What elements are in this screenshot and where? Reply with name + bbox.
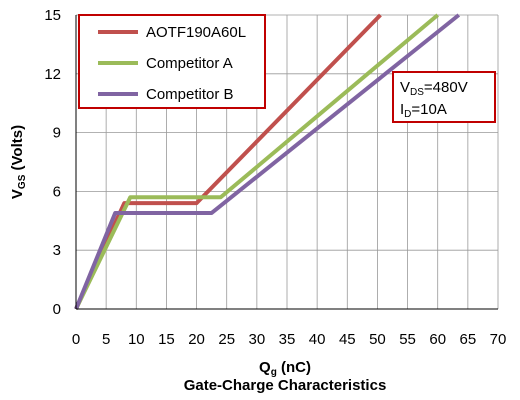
legend: AOTF190A60L Competitor A Competitor B <box>78 14 266 109</box>
condition-id: ID=10A <box>400 101 447 120</box>
y-tick-label: 3 <box>53 242 61 259</box>
x-tick-label: 35 <box>279 331 296 348</box>
conditions-box: VDS=480V ID=10A <box>392 71 496 123</box>
y-tick-label: 0 <box>53 301 61 318</box>
series-line-competitor-a <box>74 13 440 310</box>
y-tick-label: 9 <box>53 125 61 142</box>
axes <box>75 15 498 310</box>
x-tick-label: 30 <box>249 331 266 348</box>
x-tick-label: 55 <box>399 331 416 348</box>
x-tick-label: 25 <box>218 331 235 348</box>
x-tick-label: 50 <box>369 331 386 348</box>
y-axis-title: VGS (Volts) <box>9 125 28 199</box>
x-tick-label: 0 <box>72 331 80 348</box>
x-tick-label: 60 <box>429 331 446 348</box>
x-tick-label: 5 <box>102 331 110 348</box>
legend-label-competitor-b: Competitor B <box>146 86 234 103</box>
y-tick-labels: 0 3 6 9 12 15 <box>44 7 61 318</box>
x-tick-labels: 0 5 10 15 20 25 30 35 40 45 50 55 60 65 70 <box>72 331 507 348</box>
legend-label-aotf190a60l: AOTF190A60L <box>146 24 246 41</box>
legend-label-competitor-a: Competitor A <box>146 55 233 72</box>
series-line-competitor-b <box>74 13 461 310</box>
x-tick-label: 45 <box>339 331 356 348</box>
y-tick-label: 15 <box>44 7 61 24</box>
chart-title: Gate-Charge Characteristics <box>184 377 387 394</box>
x-axis-title: Qg (nC) <box>259 359 311 378</box>
x-tick-label: 10 <box>128 331 145 348</box>
series-lines <box>74 13 461 310</box>
x-tick-label: 65 <box>460 331 477 348</box>
conditions-border <box>392 71 496 123</box>
x-tick-label: 40 <box>309 331 326 348</box>
condition-vds: VDS=480V <box>400 79 468 98</box>
y-tick-label: 6 <box>53 183 61 200</box>
x-tick-label: 15 <box>158 331 175 348</box>
x-tick-label: 20 <box>188 331 205 348</box>
y-tick-label: 12 <box>44 66 61 83</box>
x-tick-label: 70 <box>490 331 507 348</box>
